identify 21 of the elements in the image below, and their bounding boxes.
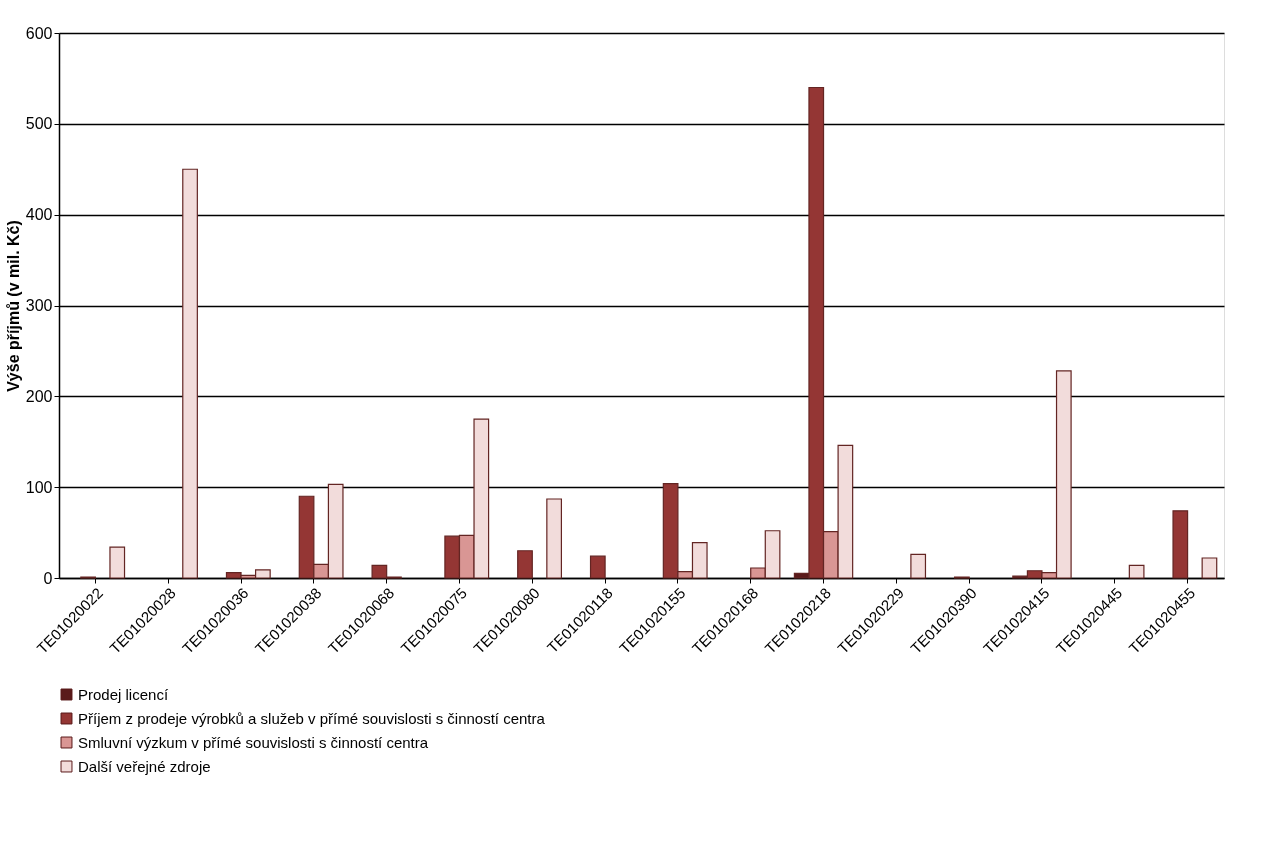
y-tick-label: 0 [43, 569, 53, 587]
bar [1201, 557, 1218, 579]
y-tick-label: 600 [25, 24, 53, 42]
bar [589, 555, 606, 579]
y-axis-title: Výše příjmů (v mil. Kč) [4, 220, 22, 392]
bar [109, 546, 126, 579]
bar [182, 168, 198, 579]
bar [546, 498, 563, 579]
y-tick-label: 100 [25, 478, 53, 496]
y-tick-label: 300 [25, 297, 53, 314]
y-tick-label: 400 [25, 206, 53, 224]
legend-label: Smluvní výzkum v přímé souvislosti s činností centra [78, 733, 429, 751]
bar [1128, 564, 1145, 579]
bar [1172, 510, 1189, 579]
bar [910, 553, 927, 579]
legend-label: Další veřejné zdroje [78, 757, 211, 775]
legend-label: Prodej licencí [78, 685, 169, 703]
y-tick-label: 200 [25, 387, 53, 405]
y-tick-label: 500 [25, 115, 53, 133]
bar [517, 550, 533, 579]
legend-label: Příjem z prodeje výrobků a služeb v přímé souvislosti s činností centra [78, 709, 546, 727]
